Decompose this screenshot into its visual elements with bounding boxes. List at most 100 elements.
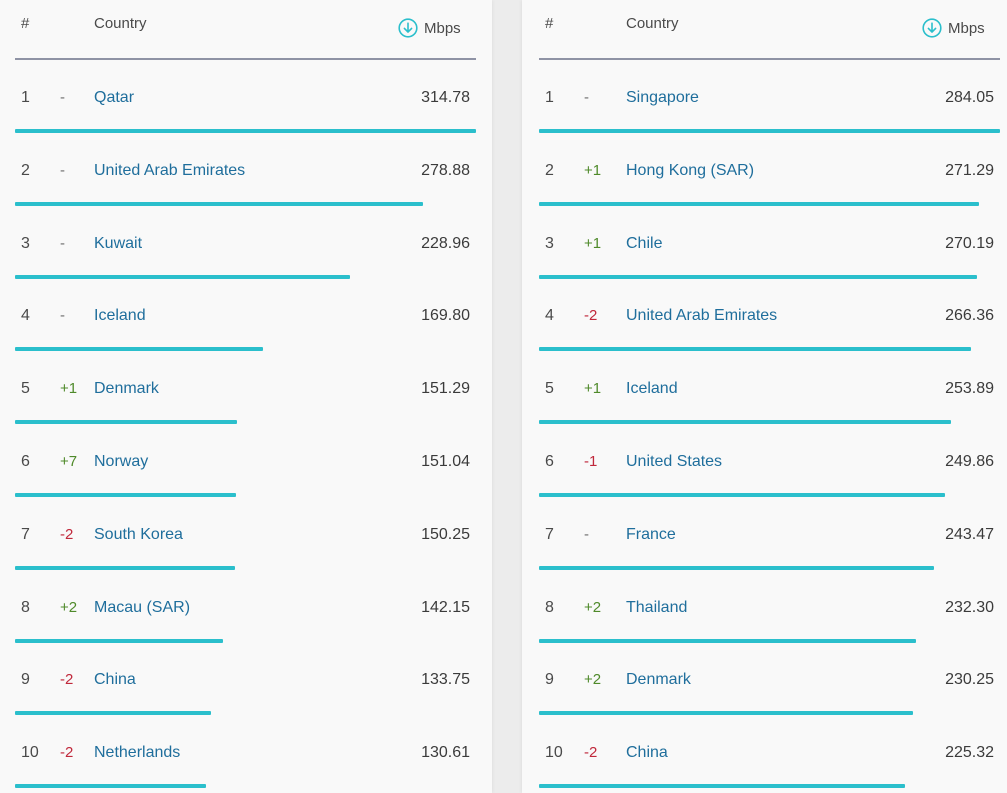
rank-number: 7 [545,525,554,543]
rank-number: 10 [545,744,563,762]
speed-bar [539,784,905,789]
rank-change: - [584,525,589,543]
speed-bar [15,711,211,716]
table-row: 9 +2 Denmark 230.25 [522,642,1007,716]
ranking-panel-left: # Country Mbps 1 - Qatar 314.78 2 - United Arab E… [0,0,492,793]
country-link[interactable]: China [626,744,668,762]
header-divider [539,58,1000,60]
speed-bar [539,565,935,570]
rank-change: -2 [60,525,74,543]
speed-value: 232.30 [945,598,994,616]
speed-bar [15,638,224,643]
table-row: 5 +1 Denmark 151.29 [0,351,492,425]
table-row: 1 - Qatar 314.78 [0,60,492,133]
rank-number: 4 [545,307,554,325]
rank-number: 8 [545,598,554,616]
rank-number: 9 [545,671,554,689]
speed-value: 249.86 [945,453,994,470]
rank-number: 3 [545,234,554,252]
rank-number: 6 [545,453,554,470]
speed-column-header[interactable]: Mbps [398,18,492,38]
download-arrow-icon [922,18,942,38]
table-row: 7 -2 South Korea 150.25 [0,497,492,570]
speed-value: 243.47 [945,525,994,543]
country-link[interactable]: United Arab Emirates [94,161,246,179]
rank-number: 5 [545,380,554,398]
rank-number: 10 [21,744,39,762]
rank-column-header: # [545,15,554,32]
speed-bar [15,493,237,497]
country-link[interactable]: United Arab Emirates [626,307,778,325]
table-row: 7 - France 243.47 [522,497,1007,570]
country-link[interactable]: Denmark [626,671,691,689]
rank-change: +2 [584,598,602,616]
table-row: 2 - United Arab Emirates 278.88 [0,133,492,206]
country-link[interactable]: Iceland [626,380,678,398]
rank-change: -2 [584,744,598,762]
rank-change: +1 [60,380,78,398]
country-link[interactable]: United States [626,453,723,470]
rank-change: - [60,307,65,325]
rank-number: 1 [545,89,554,106]
speed-value: 284.05 [945,89,994,106]
table-row: 9 -2 China 133.75 [0,642,492,716]
speed-value: 314.78 [421,89,470,106]
table-row: 4 - Iceland 169.80 [0,278,492,352]
speed-value: 228.96 [421,234,470,252]
rank-number: 5 [21,380,30,398]
rank-number: 2 [21,161,30,179]
speed-column-header[interactable]: Mbps [922,18,1007,38]
speed-value: 151.04 [421,453,470,470]
country-link[interactable]: South Korea [94,525,183,543]
rank-number: 9 [21,671,30,689]
country-link[interactable]: Norway [94,453,149,470]
country-link[interactable]: Iceland [94,307,146,325]
country-column-header[interactable]: Country [626,15,679,32]
rank-number: 7 [21,525,30,543]
rank-number: 2 [545,161,554,179]
rank-change: -2 [60,744,74,762]
rank-change: -2 [60,671,74,689]
country-link[interactable]: Thailand [626,598,688,616]
table-row: 3 - Kuwait 228.96 [0,206,492,279]
speed-bar [15,784,207,789]
speed-bar [15,274,351,279]
speed-bar [539,201,980,206]
country-link[interactable]: Qatar [94,89,135,106]
rank-change: - [60,234,65,252]
table-row: 10 -2 China 225.32 [522,715,1007,789]
country-link[interactable]: Kuwait [94,234,143,252]
ranking-panel-right: # Country Mbps 1 - Singapore 284.05 2 +1 Hong Kon… [522,0,1007,793]
country-link[interactable]: Hong Kong (SAR) [626,161,755,179]
speed-bar [15,565,235,570]
country-column-header[interactable]: Country [94,15,147,32]
country-link[interactable]: China [94,671,136,689]
table-row: 5 +1 Iceland 253.89 [522,351,1007,425]
country-link[interactable]: Macau (SAR) [94,598,191,616]
rank-change: - [60,161,65,179]
speed-value: 150.25 [421,525,470,543]
table-row: 1 - Singapore 284.05 [522,60,1007,133]
speed-value: 142.15 [421,598,470,616]
country-link[interactable]: Denmark [94,380,159,398]
table-row: 6 +7 Norway 151.04 [0,424,492,497]
country-link[interactable]: Chile [626,234,663,252]
country-link[interactable]: Netherlands [94,744,181,762]
table-row: 10 -2 Netherlands 130.61 [0,715,492,789]
speed-value: 133.75 [421,671,470,689]
speed-bar [539,274,978,279]
speed-bar [539,129,1000,133]
speed-bar [539,711,913,716]
speed-bar [539,420,952,425]
table-row: 2 +1 Hong Kong (SAR) 271.29 [522,133,1007,206]
rank-change: - [584,89,589,106]
country-link[interactable]: France [626,525,676,543]
table-row: 4 -2 United Arab Emirates 266.36 [522,278,1007,352]
rank-change: +1 [584,234,602,252]
speed-bar [15,201,424,206]
speed-value: 271.29 [945,161,994,179]
rank-column-header: # [21,15,30,32]
download-arrow-icon [398,18,418,38]
speed-bar [539,347,972,352]
country-link[interactable]: Singapore [626,89,699,106]
